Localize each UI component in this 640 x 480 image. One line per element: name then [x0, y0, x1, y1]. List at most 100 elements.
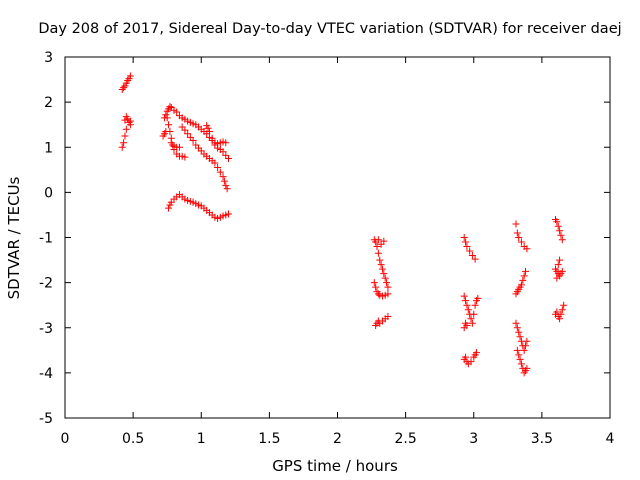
data-point	[463, 243, 471, 251]
y-tick-label: -3	[39, 321, 53, 337]
y-tick-label: 1	[44, 140, 53, 156]
data-point	[380, 237, 388, 245]
data-point	[378, 265, 386, 273]
data-point	[556, 256, 564, 264]
data-point	[517, 238, 525, 246]
data-point	[120, 84, 128, 92]
y-tick-label: 2	[44, 95, 53, 111]
data-point	[517, 360, 525, 368]
data-point	[383, 279, 391, 287]
data-point	[165, 121, 173, 129]
x-tick-label: 2.5	[394, 431, 416, 447]
data-point	[468, 252, 476, 260]
data-point	[374, 290, 382, 298]
data-point	[373, 243, 381, 251]
data-point	[470, 310, 478, 318]
data-point	[225, 210, 232, 218]
plot-frame	[64, 56, 611, 419]
data-point	[471, 301, 479, 309]
data-point	[556, 315, 564, 323]
y-tick-label: 3	[44, 50, 53, 66]
data-points	[118, 72, 568, 377]
data-point	[181, 153, 189, 161]
data-point	[462, 297, 470, 305]
data-point	[173, 108, 181, 116]
data-point	[515, 234, 523, 241]
data-point	[560, 301, 568, 309]
data-point	[372, 283, 380, 291]
data-point	[558, 267, 566, 275]
data-point	[513, 324, 521, 332]
data-point	[464, 306, 472, 314]
data-point	[219, 148, 227, 156]
data-point	[520, 346, 528, 354]
data-point	[557, 310, 565, 318]
data-point	[163, 114, 171, 122]
data-point	[512, 220, 520, 228]
x-tick-label: 1	[197, 431, 206, 447]
data-point	[204, 124, 212, 132]
data-point	[466, 247, 474, 255]
data-point	[166, 103, 174, 111]
chart-title: Day 208 of 2017, Sidereal Day-to-day VTE…	[38, 21, 621, 37]
data-point	[513, 346, 521, 354]
data-point	[516, 333, 524, 341]
data-point	[126, 117, 134, 125]
data-point	[471, 255, 479, 263]
data-point	[376, 256, 384, 264]
data-point	[374, 236, 382, 244]
data-point	[554, 261, 562, 269]
data-point	[166, 127, 174, 135]
x-tick-label: 0	[61, 431, 70, 447]
data-point	[384, 312, 392, 320]
data-point	[222, 182, 230, 190]
data-point	[122, 125, 130, 133]
data-point	[120, 139, 128, 147]
y-axis-label: SDTVAR / TECUs	[5, 176, 23, 299]
x-tick-label: 1.5	[258, 431, 280, 447]
data-point	[374, 249, 382, 257]
data-point	[558, 236, 566, 244]
data-point	[162, 111, 170, 119]
data-point	[181, 126, 189, 134]
data-point	[462, 238, 470, 246]
data-point	[472, 349, 480, 357]
x-tick-labels: 0 0.5 1 1.5 2 2.5 3 3.5 4	[61, 431, 615, 447]
data-point	[184, 130, 192, 138]
data-point	[118, 85, 126, 93]
data-point	[384, 290, 392, 298]
data-point	[220, 177, 228, 185]
data-point	[462, 353, 470, 361]
data-point	[223, 185, 231, 193]
data-point	[516, 355, 524, 363]
x-tick-label: 4	[606, 431, 615, 447]
data-point	[225, 155, 232, 163]
data-point	[512, 319, 520, 327]
data-point	[219, 173, 227, 181]
data-point	[553, 218, 561, 226]
data-point	[214, 164, 222, 172]
data-point	[377, 261, 385, 269]
data-point	[558, 306, 566, 314]
data-point	[124, 76, 132, 84]
data-point	[522, 342, 530, 350]
x-tick-label: 3	[469, 431, 478, 447]
data-point	[121, 132, 129, 140]
data-point	[189, 136, 197, 144]
data-point	[208, 134, 216, 142]
data-point	[515, 328, 523, 336]
y-tick-label: -1	[39, 231, 53, 247]
data-point	[222, 139, 230, 147]
data-point	[381, 274, 389, 282]
y-tick-label: -2	[39, 276, 53, 292]
data-point	[463, 321, 471, 329]
data-point	[216, 168, 224, 176]
data-point	[126, 72, 134, 80]
x-tick-label: 0.5	[122, 431, 144, 447]
data-point	[513, 229, 521, 237]
data-point	[556, 227, 564, 235]
data-point	[380, 270, 388, 278]
data-point	[468, 319, 476, 327]
data-point	[523, 337, 531, 345]
